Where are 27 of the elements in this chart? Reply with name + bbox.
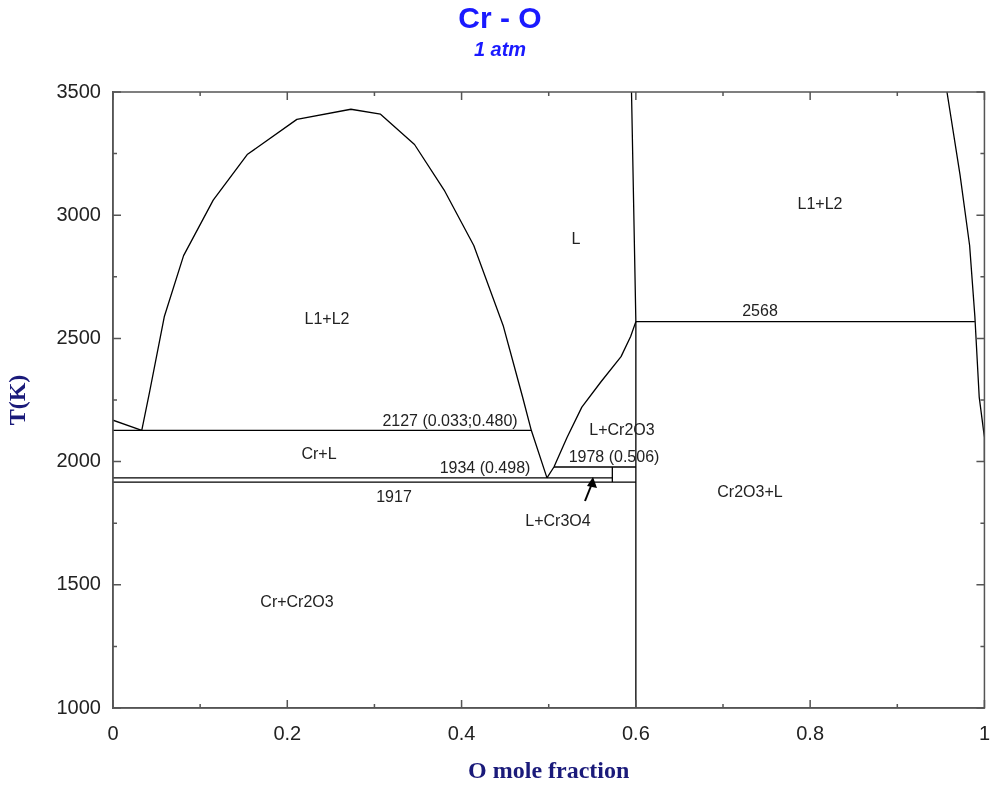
annotation: L1+L2 [304, 310, 350, 328]
y-tick-label: 1500 [56, 572, 101, 595]
annotation: Cr+Cr2O3 [260, 593, 334, 611]
x-tick-label: 0.4 [447, 721, 476, 744]
annotation: L1+L2 [797, 195, 843, 213]
chart-subtitle: 1 atm [473, 37, 527, 60]
chart-title: Cr - O [458, 1, 542, 35]
annotation: 1934 (0.498) [439, 459, 531, 477]
y-tick-label: 2500 [56, 325, 101, 348]
x-tick-label: 0 [107, 721, 119, 744]
y-tick-label: 2000 [56, 449, 101, 472]
x-tick-label: 0.2 [273, 721, 302, 744]
annotation: 1917 [376, 488, 412, 506]
annotation: Cr2O3+L [717, 483, 783, 501]
annotation: 2127 (0.033;0.480) [382, 412, 518, 430]
annotation: L+Cr3O4 [525, 512, 591, 530]
x-tick-label: 1 [978, 721, 990, 744]
y-tick-label: 3000 [56, 202, 101, 225]
y-tick-label: 3500 [56, 79, 101, 102]
annotation: Cr+L [301, 445, 337, 463]
y-tick-label: 1000 [56, 695, 101, 718]
annotation: 2568 [742, 302, 778, 320]
x-axis-title: O mole fraction [468, 756, 630, 783]
annotation: L [571, 230, 581, 248]
x-tick-label: 0.6 [621, 721, 650, 744]
x-tick-label: 0.8 [796, 721, 825, 744]
y-axis-title: T(K) [3, 374, 30, 426]
